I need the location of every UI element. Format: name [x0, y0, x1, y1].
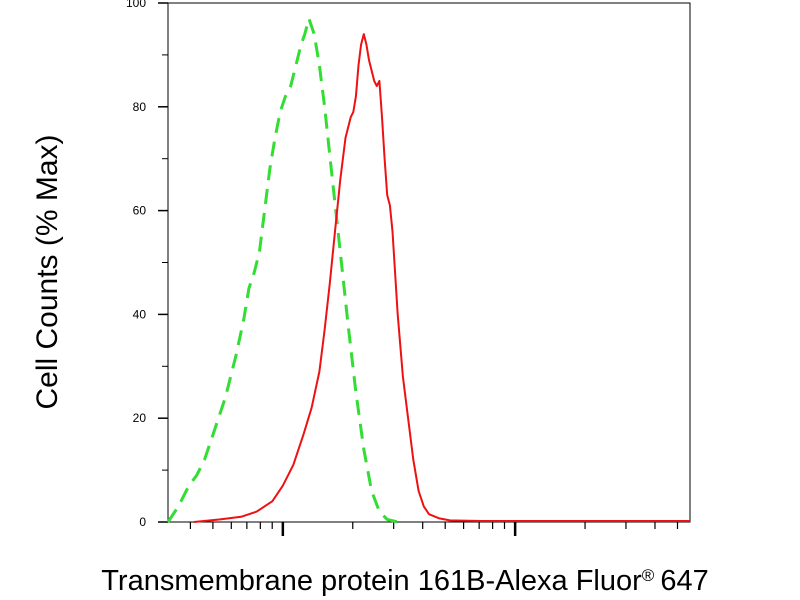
y-tick-label-20: 20 — [133, 411, 147, 425]
y-tick-label-0: 0 — [139, 515, 146, 529]
y-axis-title: Cell Counts (% Max) — [31, 134, 64, 409]
x-axis-title: Transmembrane protein 161B-Alexa Fluor® 6… — [101, 565, 708, 597]
x-axis-title-main: Transmembrane protein 161B-Alexa Fluor — [101, 565, 642, 597]
y-tick-label-100: 100 — [126, 0, 146, 10]
y-tick-label-60: 60 — [133, 204, 147, 218]
x-axis-title-suffix: 647 — [660, 565, 708, 597]
y-axis-ticks: 0 20 40 60 80 100 — [126, 0, 168, 529]
y-tick-label-40: 40 — [133, 307, 147, 321]
x-axis-title-superscript: ® — [642, 566, 655, 585]
plot-area-border — [167, 2, 691, 523]
y-tick-label-80: 80 — [133, 100, 147, 114]
series-layer — [166, 17, 690, 524]
plot-frame — [167, 2, 691, 523]
series-line-1 — [194, 33, 690, 523]
series-line-0 — [166, 17, 399, 524]
x-axis-ticks — [189, 522, 679, 536]
